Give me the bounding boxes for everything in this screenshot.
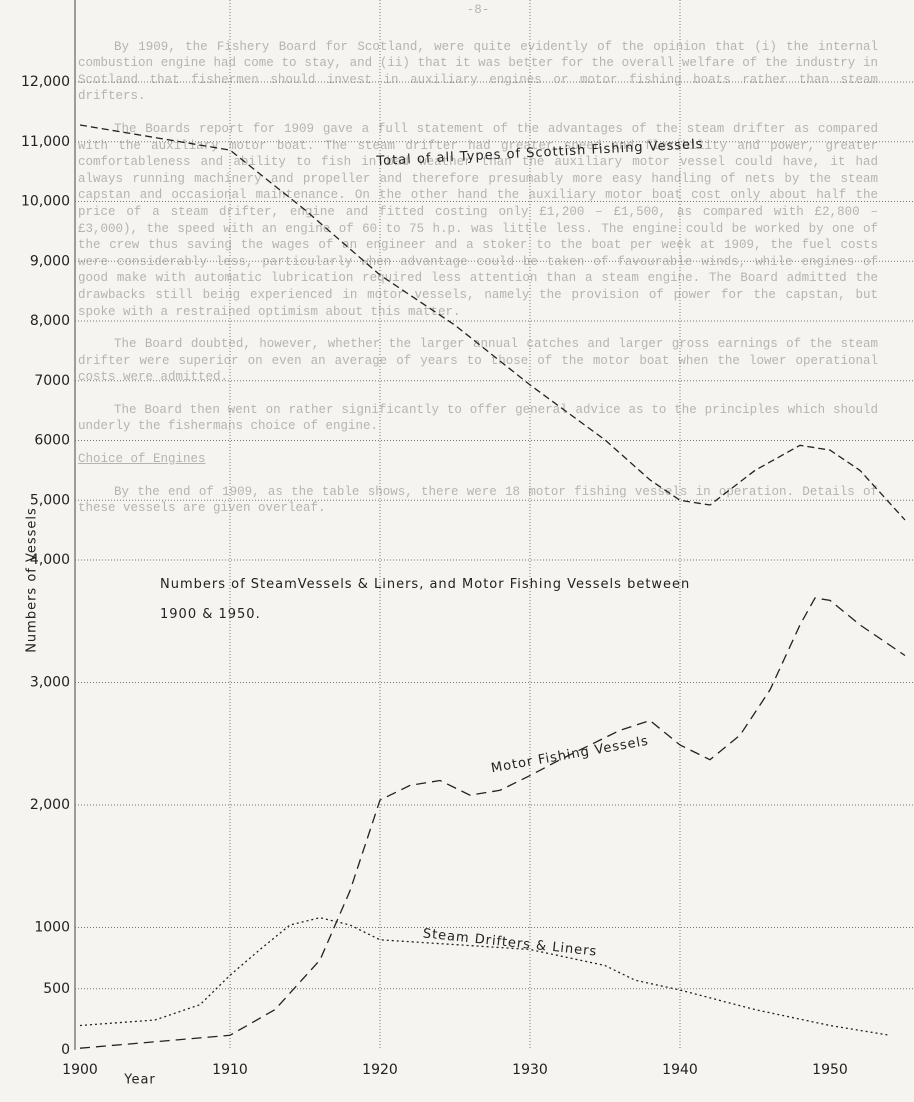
paragraph: By the end of 1909, as the table shows, … xyxy=(78,484,878,516)
series-label: Motor Fishing Vessels xyxy=(490,734,650,777)
x-tick-label: 1950 xyxy=(812,1062,848,1078)
paragraph: The Board doubted, however, whether the … xyxy=(78,337,878,385)
page-number: -8- xyxy=(466,3,490,17)
x-tick-label: 1910 xyxy=(212,1062,248,1078)
series-line xyxy=(79,917,891,1036)
y-tick-label: 5,000 xyxy=(30,492,70,508)
x-tick-label: 1920 xyxy=(362,1062,398,1078)
x-tick-label: 1900 xyxy=(62,1062,98,1078)
y-tick-label: 4,000 xyxy=(30,552,70,568)
y-tick-label: 2,000 xyxy=(30,797,70,813)
series-label: Total of all Types of Scottish Fishing V… xyxy=(375,137,704,169)
chart-title-box: Numbers of SteamVessels & Liners, and Mo… xyxy=(160,577,691,622)
y-tick-label: 8,000 xyxy=(30,313,70,329)
y-tick-label: 11,000 xyxy=(21,134,70,150)
background-text: -8- By 1909, the Fishery Board for Scotl… xyxy=(78,2,878,533)
y-tick-label: 7000 xyxy=(34,373,70,389)
series-line xyxy=(79,597,906,1049)
y-tick-label: 12,000 xyxy=(21,74,70,90)
y-tick-label: 10,000 xyxy=(21,194,70,210)
y-axis-label: Numbers of Vessels xyxy=(25,507,40,653)
series-label: Steam Drifters & Liners xyxy=(422,926,598,959)
y-tick-label: 0 xyxy=(61,1042,70,1058)
paragraph: The Board then went on rather significan… xyxy=(78,402,878,434)
x-axis-label: Year xyxy=(123,1073,156,1088)
paragraph: By 1909, the Fishery Board for Scotland,… xyxy=(78,39,878,104)
x-tick-label: 1930 xyxy=(512,1062,548,1078)
series-line xyxy=(79,124,906,521)
x-tick-label: 1940 xyxy=(662,1062,698,1078)
y-tick-label: 9,000 xyxy=(30,253,70,269)
y-tick-label: 500 xyxy=(43,981,70,997)
chart-title: Numbers of SteamVessels & Liners, and Mo… xyxy=(160,577,691,622)
y-tick-label: 1000 xyxy=(34,920,70,936)
heading: Choice of Engines xyxy=(78,452,206,467)
y-tick-label: 3,000 xyxy=(30,675,70,691)
y-tick-label: 6000 xyxy=(34,433,70,449)
